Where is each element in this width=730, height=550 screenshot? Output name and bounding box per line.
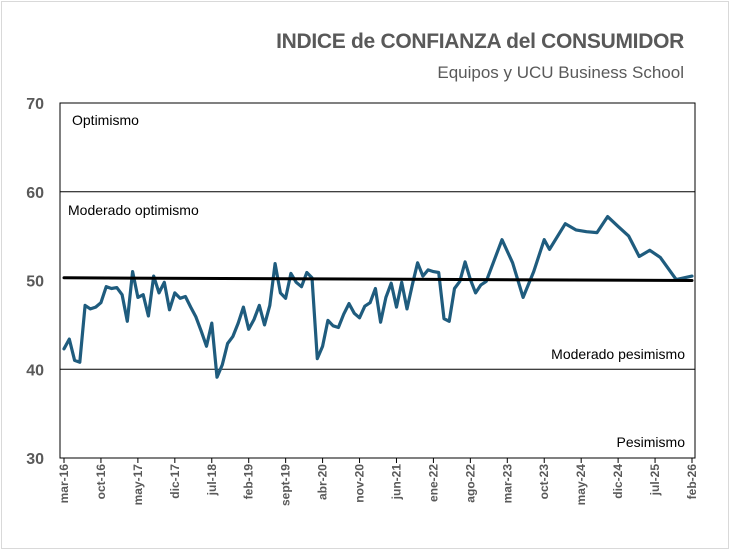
x-tick-label: oct-16 — [94, 464, 108, 500]
band-label: Moderado pesimismo — [551, 346, 685, 362]
x-tick-label: oct-23 — [537, 464, 551, 500]
x-tick-label: sept-19 — [279, 464, 293, 506]
band-label: Moderado optimismo — [68, 202, 199, 218]
chart-subtitle: Equipos y UCU Business School — [437, 63, 684, 82]
x-tick-label: ago-22 — [463, 464, 477, 503]
x-tick-label: feb-26 — [685, 464, 699, 500]
x-tick-label: nov-20 — [353, 464, 367, 503]
x-tick-label: abr-20 — [316, 464, 330, 500]
x-tick-label: dic-24 — [611, 464, 625, 499]
x-tick-label: jun-21 — [389, 464, 403, 501]
band-label: Pesimismo — [617, 434, 686, 450]
y-tick-label: 70 — [26, 96, 44, 113]
y-tick-label: 60 — [26, 185, 44, 202]
x-tick-label: may-24 — [574, 464, 588, 506]
y-tick-label: 30 — [26, 451, 44, 468]
y-tick-label: 50 — [26, 274, 44, 291]
x-tick-label: feb-19 — [242, 464, 256, 500]
x-tick-label: dic-17 — [168, 464, 182, 499]
x-tick-label: mar-16 — [57, 464, 71, 504]
trend-line — [62, 276, 694, 282]
x-tick-label: ene-22 — [426, 464, 440, 502]
plot-area — [59, 102, 696, 459]
x-tick-label: jul-25 — [648, 464, 662, 497]
band-label: Optimismo — [72, 112, 139, 128]
chart-title: INDICE de CONFIANZA del CONSUMIDOR — [276, 30, 684, 53]
y-tick-label: 40 — [26, 362, 44, 379]
x-tick-label: mar-23 — [500, 464, 514, 504]
x-tick-label: may-17 — [131, 464, 145, 506]
x-tick-label: jul-18 — [205, 464, 219, 497]
